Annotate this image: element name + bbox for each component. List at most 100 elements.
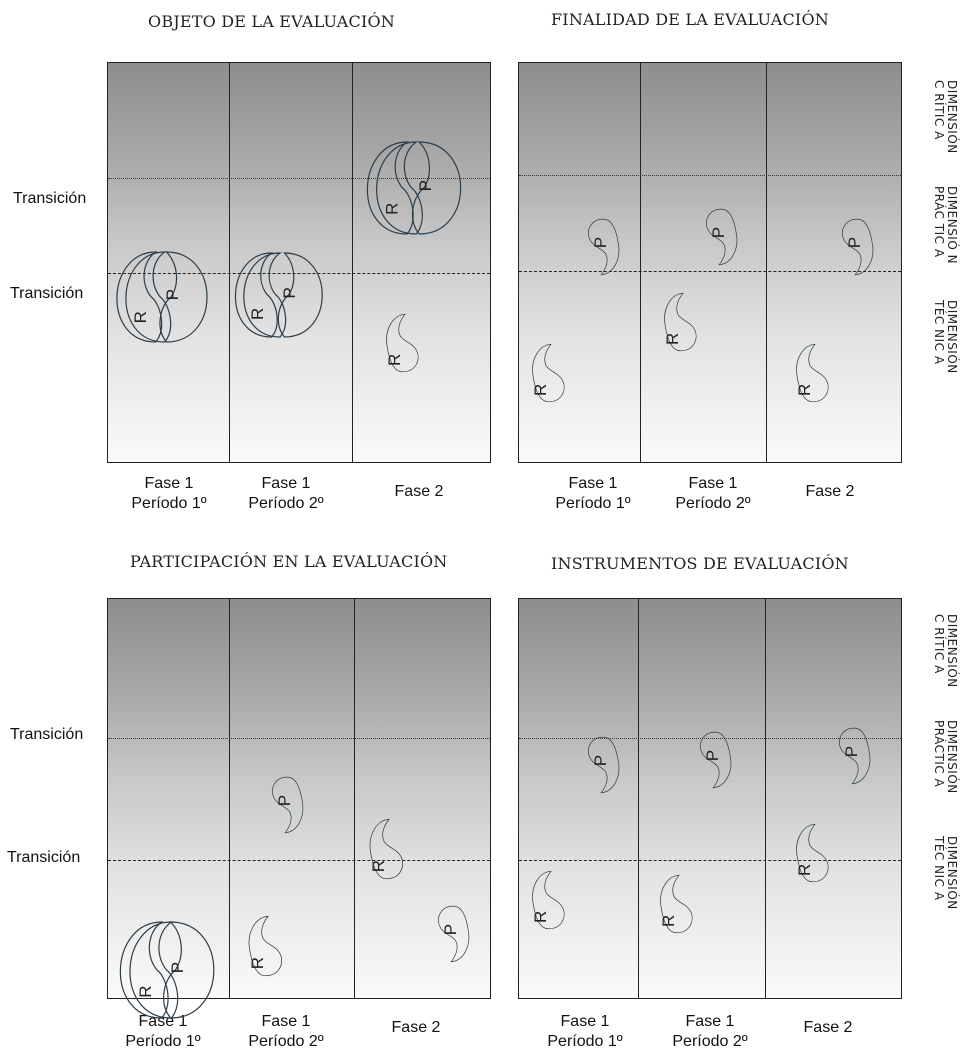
transition-label: Transición	[10, 726, 84, 743]
panel-title-instrumentos: INSTRUMENTOS DE EVALUACIÓN	[551, 554, 849, 573]
letter-p-label: P	[168, 962, 187, 973]
comma-outline	[234, 252, 278, 338]
comma-outline	[119, 921, 169, 1019]
comma-outline	[532, 343, 565, 403]
letter-r-label: R	[795, 864, 814, 876]
phase-label: Fase 1 Período 2º	[248, 475, 324, 512]
letter-r-label: R	[663, 333, 682, 345]
comma-outline	[386, 313, 419, 373]
letter-p-label: P	[591, 755, 610, 766]
phase-label: Fase 2	[805, 483, 855, 500]
dimension-critica-label: DIMENSIÓN C RÍTIC A	[932, 80, 959, 154]
comma-outline	[159, 251, 208, 343]
comma-outline	[248, 915, 283, 977]
comma-outline	[796, 823, 829, 883]
phase-label: Fase 1 Período 1º	[555, 475, 631, 512]
transition-line-upper	[519, 738, 901, 739]
letter-r-label: R	[248, 957, 267, 969]
letter-p-label: P	[591, 237, 610, 248]
comma-outline	[376, 141, 423, 235]
comma-shape	[532, 870, 565, 930]
dimension-practica-label: DIMENSIÓN PRÁCTIC A	[932, 720, 959, 794]
comma-outline	[706, 208, 738, 266]
dimension-tecnica-label: DIMENSIÓN TÉC NIC A	[932, 300, 959, 374]
dimension-critica-label: DIMENSIÓN C RÍTIC A	[932, 614, 959, 688]
comma-outline	[588, 736, 620, 794]
overlapping-rp-pair	[234, 252, 323, 338]
comma-outline	[243, 252, 287, 338]
transition-line-upper	[519, 175, 901, 176]
comma-outline	[664, 292, 697, 352]
letter-r-label: R	[385, 354, 404, 366]
comma-outline	[660, 874, 693, 934]
panel-objeto	[107, 62, 491, 463]
panel-title-objeto: OBJETO DE LA EVALUACIÓN	[148, 12, 395, 31]
transition-line-lower	[108, 860, 490, 861]
transition-label: Transición	[10, 285, 84, 302]
letter-r-label: R	[795, 384, 814, 396]
comma-outline	[842, 218, 874, 276]
letter-p-label: P	[163, 289, 182, 300]
letter-p-label: P	[275, 795, 294, 806]
comma-outline	[116, 251, 163, 343]
comma-shape	[839, 727, 871, 785]
letter-p-label: P	[845, 237, 864, 248]
transition-line-upper	[108, 178, 490, 179]
letter-p-label: P	[416, 180, 435, 191]
phase-label: Fase 1 Período 1º	[547, 1013, 623, 1050]
phase-label: Fase 2	[803, 1019, 853, 1036]
comma-outline	[700, 731, 732, 789]
phase-label: Fase 1 Período 2º	[248, 1013, 324, 1050]
comma-shape	[660, 874, 693, 934]
letter-p-label: P	[441, 924, 460, 935]
column-divider	[352, 63, 353, 462]
comma-shape	[588, 736, 620, 794]
transition-line-lower	[108, 273, 490, 274]
comma-shape	[842, 218, 874, 276]
comma-shape	[706, 208, 738, 266]
letter-p-label: P	[280, 287, 299, 298]
comma-outline	[839, 727, 871, 785]
transition-line-lower	[519, 271, 901, 272]
letter-r-label: R	[248, 308, 267, 320]
comma-shape	[588, 218, 620, 276]
transition-line-upper	[108, 738, 490, 739]
comma-outline	[272, 776, 304, 834]
dimension-practica-label: DIMENSIÓ N PRÁC TIC A	[932, 186, 959, 265]
letter-r-label: R	[382, 203, 401, 215]
column-divider	[229, 599, 230, 998]
overlapping-rp-pair	[116, 251, 208, 343]
phase-label: Fase 1 Período 2º	[672, 1013, 748, 1050]
transition-label: Transición	[13, 190, 87, 207]
column-divider	[766, 63, 767, 462]
comma-shape	[438, 905, 470, 963]
phase-label: Fase 2	[391, 1019, 441, 1036]
letter-r-label: R	[531, 911, 550, 923]
panel-finalidad	[518, 62, 902, 463]
comma-outline	[588, 218, 620, 276]
comma-outline	[125, 251, 172, 343]
panel-title-participacion: PARTICIPACIÓN EN LA EVALUACIÓN	[130, 552, 448, 571]
comma-outline	[366, 141, 414, 235]
comma-shape	[532, 343, 565, 403]
comma-outline	[129, 921, 179, 1019]
letter-r-label: R	[369, 860, 388, 872]
letter-p-label: P	[842, 746, 861, 757]
comma-outline	[438, 905, 470, 963]
panel-instrumentos	[518, 598, 902, 999]
overlapping-rp-pair	[366, 141, 462, 235]
comma-shape	[386, 313, 419, 373]
comma-outline	[369, 818, 404, 880]
letter-r-label: R	[136, 985, 155, 997]
phase-label: Fase 2	[394, 483, 444, 500]
letter-r-label: R	[659, 915, 678, 927]
column-divider	[354, 599, 355, 998]
letter-p-label: P	[703, 750, 722, 761]
comma-shape	[796, 823, 829, 883]
letter-r-label: R	[531, 384, 550, 396]
phase-label: Fase 1 Período 1º	[131, 475, 207, 512]
comma-outline	[411, 141, 462, 235]
transition-label: Transición	[7, 849, 81, 866]
comma-shape	[664, 292, 697, 352]
